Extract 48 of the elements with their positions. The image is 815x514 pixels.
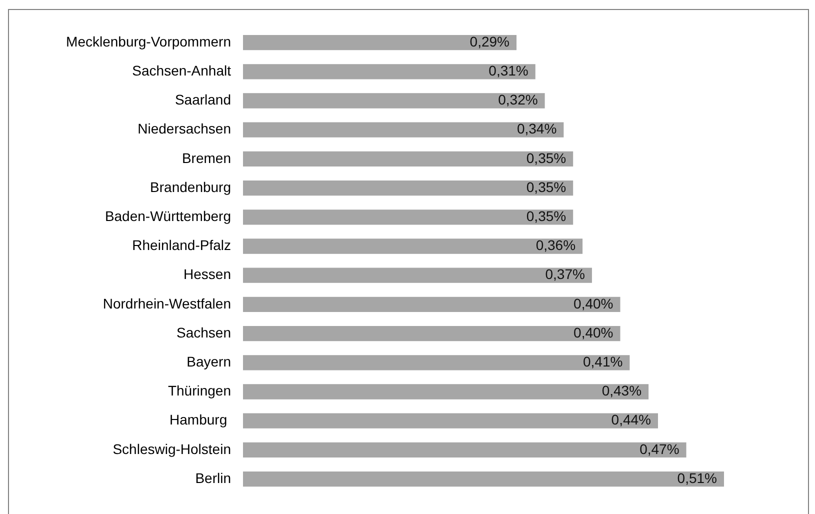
y-tick-label: Brandenburg [150, 178, 231, 195]
bar [243, 34, 517, 50]
bar [243, 64, 536, 80]
y-tick-label: Baden-Württemberg [104, 208, 231, 224]
data-label: 0,44% [611, 412, 651, 428]
y-tick-label: Hamburg [170, 412, 231, 428]
bar [243, 413, 658, 428]
bar [243, 151, 574, 167]
y-tick-label: Saarland [174, 92, 231, 108]
y-tick-label: Sachsen [176, 324, 231, 340]
data-label: 0,35% [526, 150, 566, 166]
data-label: 0,29% [470, 33, 510, 50]
bar [243, 442, 686, 458]
data-label: 0,47% [640, 440, 680, 457]
bar [243, 238, 583, 254]
bar [243, 355, 630, 370]
bar [243, 296, 620, 312]
bar [243, 268, 592, 283]
data-label: 0,51% [677, 470, 717, 486]
y-tick-label: Bayern [186, 354, 231, 370]
bar [243, 326, 620, 342]
data-label: 0,37% [545, 266, 585, 282]
data-label: 0,31% [488, 62, 528, 79]
bar [243, 93, 545, 108]
data-label: 0,34% [516, 120, 557, 137]
y-tick-label: Hessen [184, 266, 231, 282]
data-label: 0,32% [498, 92, 538, 108]
data-label: 0,40% [574, 324, 614, 340]
y-tick-label: Berlin [195, 470, 231, 486]
data-label: 0,40% [574, 295, 614, 312]
data-label: 0,41% [582, 354, 623, 370]
y-tick-label: Niedersachsen [138, 120, 231, 137]
bar [243, 471, 724, 487]
data-label: 0,35% [526, 208, 566, 224]
y-tick-label: Sachsen-Anhalt [132, 62, 232, 79]
bar [243, 122, 564, 138]
bar [243, 180, 574, 196]
bar [243, 210, 574, 225]
y-tick-label: Schleswig-Holstein [112, 440, 231, 457]
y-tick-label: Thüringen [168, 382, 231, 399]
y-tick-label: Bremen [182, 150, 231, 166]
y-tick-label: Nordrhein-Westfalen [102, 295, 231, 312]
data-label: 0,35% [526, 178, 566, 195]
y-tick-label: Rheinland-Pfalz [132, 237, 231, 254]
data-label: 0,36% [536, 237, 576, 254]
data-label: 0,43% [602, 382, 642, 399]
bar [243, 384, 649, 400]
y-tick-label: Mecklenburg-Vorpommern [66, 33, 231, 50]
